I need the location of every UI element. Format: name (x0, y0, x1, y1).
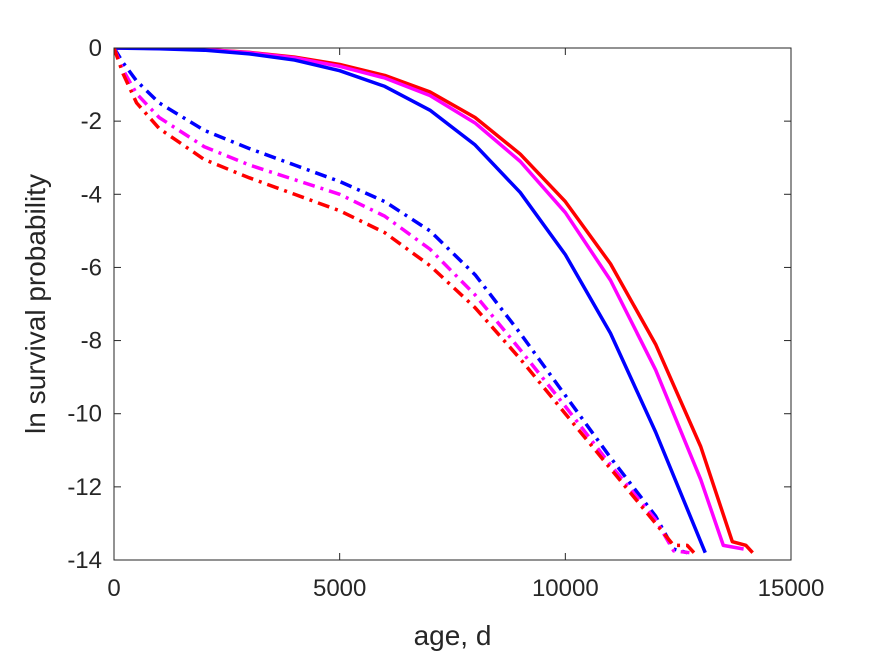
x-axis-label: age, d (414, 620, 492, 651)
series-line-3-solid (114, 48, 707, 554)
series-line-4-dashdot (114, 48, 688, 555)
y-axis-label: ln survival probability (20, 174, 51, 434)
y-tick-label: -4 (81, 181, 102, 208)
plot-area (114, 48, 791, 560)
y-tick-label: -2 (81, 108, 102, 135)
y-tick-label: -10 (67, 401, 102, 428)
series-layer (114, 48, 754, 555)
x-tick-label: 15000 (758, 575, 825, 602)
axes-box (113, 47, 792, 561)
ticks-layer: 0 5000 10000 15000 -14 -12 -10 -8 -6 -4 -2 0 (67, 35, 824, 602)
y-tick-label: -6 (81, 254, 102, 281)
x-tick-label: 5000 (313, 575, 366, 602)
y-tick-label: -8 (81, 328, 102, 355)
x-tick-label: 0 (107, 575, 120, 602)
y-tick-label: -12 (67, 474, 102, 501)
y-tick-label: -14 (67, 547, 102, 574)
series-line-6-dashdot (114, 48, 696, 554)
y-tick-label: 0 (89, 35, 102, 62)
x-tick-label: 10000 (532, 575, 599, 602)
series-line-5-dashdot (114, 48, 690, 555)
